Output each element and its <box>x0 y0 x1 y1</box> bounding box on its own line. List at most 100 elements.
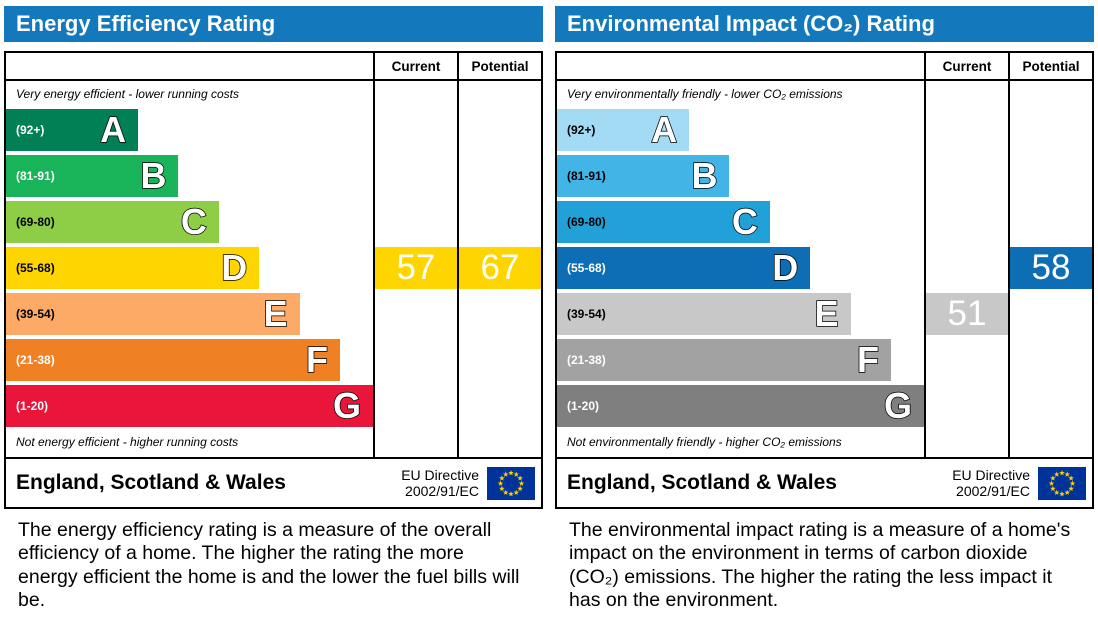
band-letter: E <box>263 293 289 334</box>
band-bar-a: (92+) A <box>557 109 690 151</box>
top-note: Very environmentally friendly - lower CO… <box>567 87 843 101</box>
band-letter: F <box>305 339 329 380</box>
rating-bands: (92+) A (81-91) B (69-80) C (55-68) D (39-54) E (2… <box>6 107 373 429</box>
band-bar-e: (39-54) E <box>557 293 851 335</box>
eu-directive-line1: EU Directive <box>401 466 479 483</box>
band-letter: A <box>650 109 678 150</box>
band-range: (92+) <box>567 123 596 137</box>
band-range: (81-91) <box>16 169 55 183</box>
chart-header-spacer <box>557 53 924 81</box>
band-row-a: (92+) A <box>6 107 373 153</box>
band-letter: E <box>814 293 840 334</box>
band-range: (92+) <box>16 123 45 137</box>
band-row-b: (81-91) B <box>6 153 373 199</box>
band-row-e: (39-54) E <box>6 291 373 337</box>
energy-efficiency-chart: Current Potential Very energy efficient … <box>4 51 543 459</box>
potential-rating-column: 67 <box>457 81 541 457</box>
band-letter: B <box>140 155 168 196</box>
chart-header-spacer <box>6 53 373 81</box>
band-bar-f: (21-38) F <box>557 339 891 381</box>
energy-efficiency-description: The energy efficiency rating is a measur… <box>18 519 520 612</box>
band-row-c: (69-80) C <box>557 199 924 245</box>
band-range: (69-80) <box>567 215 606 229</box>
band-bar-d: (55-68) D <box>557 247 811 289</box>
band-range: (81-91) <box>567 169 606 183</box>
top-note: Very energy efficient - lower running co… <box>16 87 239 101</box>
band-range: (1-20) <box>567 399 600 413</box>
band-bar-b: (81-91) B <box>557 155 730 197</box>
band-row-e: (39-54) E <box>557 291 924 337</box>
band-range: (1-20) <box>16 399 49 413</box>
potential-value: 67 <box>459 247 541 289</box>
current-rating-column: 57 <box>373 81 457 457</box>
band-range: (55-68) <box>567 261 606 275</box>
eu-flag-icon <box>1038 466 1086 500</box>
potential-value: 58 <box>1010 247 1092 289</box>
band-letter: C <box>180 201 208 242</box>
band-row-d: (55-68) D <box>557 245 924 291</box>
band-row-g: (1-20) G <box>557 383 924 429</box>
current-rating-column: 51 <box>924 81 1008 457</box>
eu-directive-label: EU Directive 2002/91/EC <box>952 467 1030 499</box>
potential-rating-column: 58 <box>1008 81 1092 457</box>
eu-directive-line2: 2002/91/EC <box>405 483 479 499</box>
band-range: (39-54) <box>567 307 606 321</box>
chart-footer: England, Scotland & Wales EU Directive 2… <box>555 459 1094 509</box>
energy-efficiency-panel: Energy Efficiency Rating Current Potenti… <box>4 6 543 509</box>
band-letter: G <box>883 385 913 426</box>
band-area: Very environmentally friendly - lower CO… <box>557 81 924 457</box>
band-row-f: (21-38) F <box>6 337 373 383</box>
band-row-d: (55-68) D <box>6 245 373 291</box>
region-label: England, Scotland & Wales <box>16 471 286 494</box>
band-bar-f: (21-38) F <box>6 339 340 381</box>
eu-directive-line2: 2002/91/EC <box>956 483 1030 499</box>
band-letter: F <box>856 339 880 380</box>
band-range: (69-80) <box>16 215 55 229</box>
eu-flag-icon <box>487 466 535 500</box>
current-value: 57 <box>375 247 457 289</box>
energy-efficiency-title: Energy Efficiency Rating <box>4 6 543 42</box>
bottom-note: Not energy efficient - higher running co… <box>16 435 239 449</box>
band-letter: D <box>771 247 799 288</box>
current-column-header: Current <box>924 53 1008 81</box>
band-area: Very energy efficient - lower running co… <box>6 81 373 457</box>
band-letter: D <box>220 247 248 288</box>
current-value: 51 <box>926 293 1008 335</box>
band-row-c: (69-80) C <box>6 199 373 245</box>
band-bar-d: (55-68) D <box>6 247 260 289</box>
band-bar-a: (92+) A <box>6 109 139 151</box>
environmental-impact-chart: Current Potential Very environmentally f… <box>555 51 1094 459</box>
region-label: England, Scotland & Wales <box>567 471 837 494</box>
band-row-f: (21-38) F <box>557 337 924 383</box>
band-bar-c: (69-80) C <box>557 201 770 243</box>
rating-descriptions: The energy efficiency rating is a measur… <box>0 509 1098 619</box>
band-range: (55-68) <box>16 261 55 275</box>
current-column-header: Current <box>373 53 457 81</box>
rating-bands: (92+) A (81-91) B (69-80) C (55-68) D (39-54) E (2… <box>557 107 924 429</box>
eu-directive-line1: EU Directive <box>952 466 1030 483</box>
band-letter: B <box>691 155 719 196</box>
bottom-note: Not environmentally friendly - higher CO… <box>567 435 842 449</box>
potential-column-header: Potential <box>1008 53 1092 81</box>
band-bar-c: (69-80) C <box>6 201 219 243</box>
band-range: (21-38) <box>567 353 606 367</box>
band-row-a: (92+) A <box>557 107 924 153</box>
environmental-impact-description: The environmental impact rating is a mea… <box>569 519 1071 612</box>
band-bar-g: (1-20) G <box>557 385 924 427</box>
environmental-impact-title: Environmental Impact (CO₂) Rating <box>555 6 1094 42</box>
band-letter: A <box>99 109 127 150</box>
band-bar-g: (1-20) G <box>6 385 373 427</box>
band-range: (39-54) <box>16 307 55 321</box>
eu-directive-label: EU Directive 2002/91/EC <box>401 467 479 499</box>
environmental-impact-panel: Environmental Impact (CO₂) Rating Curren… <box>555 6 1094 509</box>
band-row-g: (1-20) G <box>6 383 373 429</box>
potential-column-header: Potential <box>457 53 541 81</box>
band-bar-b: (81-91) B <box>6 155 179 197</box>
chart-footer: England, Scotland & Wales EU Directive 2… <box>4 459 543 509</box>
band-bar-e: (39-54) E <box>6 293 300 335</box>
band-range: (21-38) <box>16 353 55 367</box>
band-letter: G <box>332 385 362 426</box>
band-row-b: (81-91) B <box>557 153 924 199</box>
epc-report: Energy Efficiency Rating Current Potenti… <box>4 6 1094 509</box>
band-letter: C <box>731 201 759 242</box>
